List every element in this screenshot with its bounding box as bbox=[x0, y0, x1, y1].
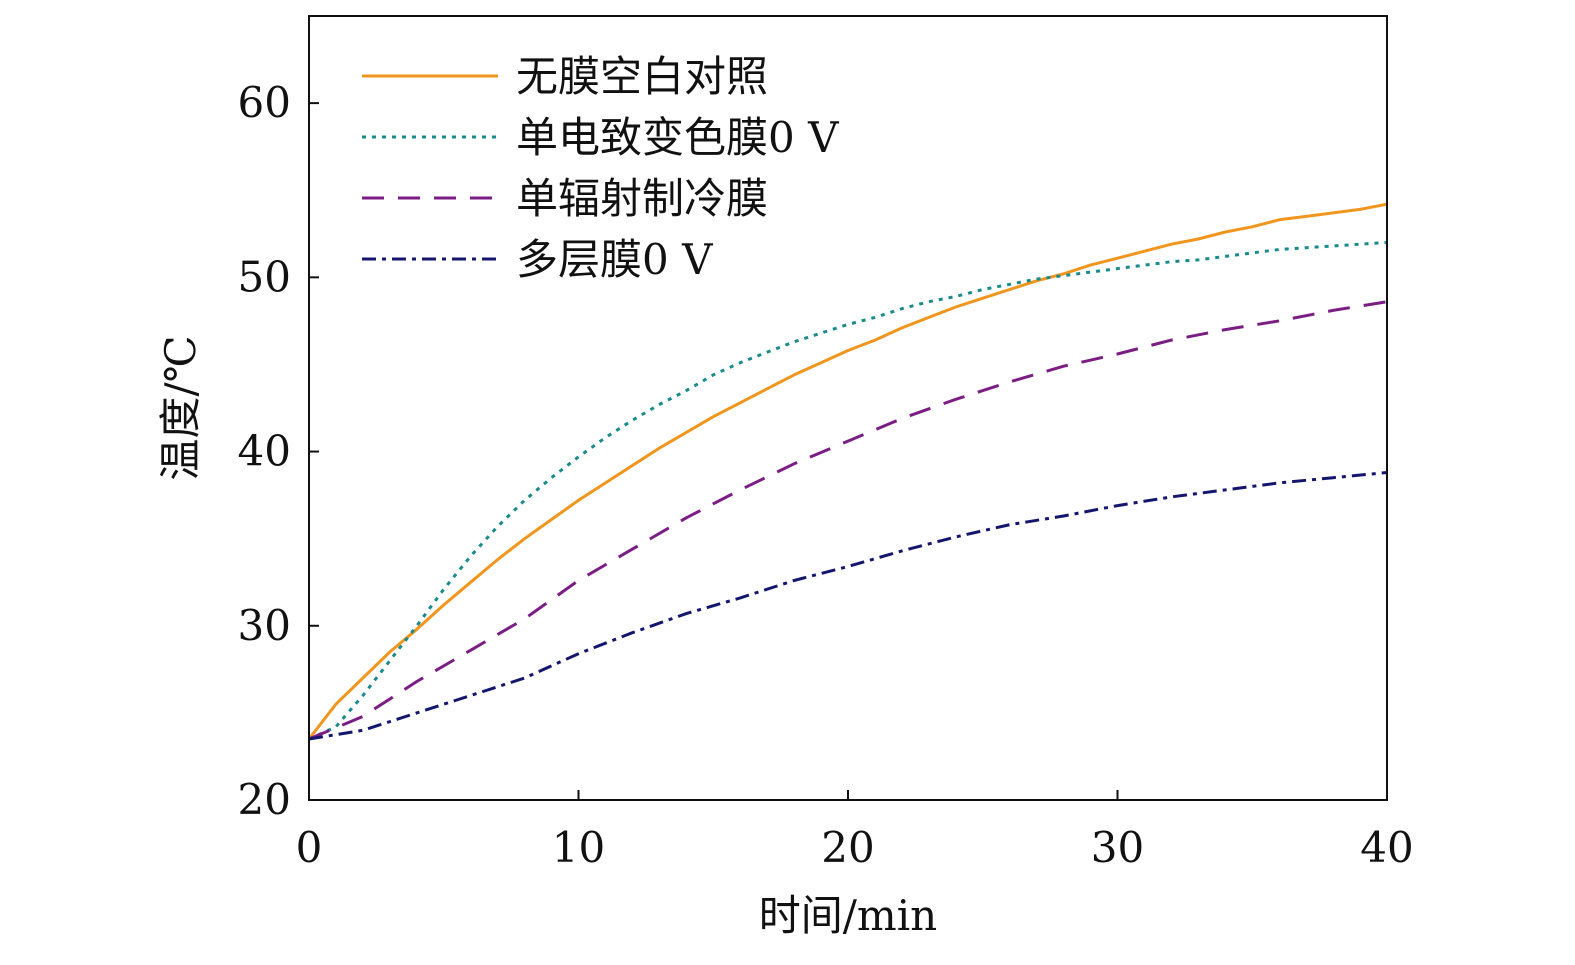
legend-label-3: 单辐射制冷膜 bbox=[516, 174, 768, 223]
series-line-2 bbox=[308, 241, 1388, 741]
y-tick-label: 30 bbox=[238, 601, 291, 650]
legend-label-2: 单电致变色膜0 V bbox=[516, 113, 839, 162]
ticks-layer: 0 10 20 30 40 20 30 40 50 60 bbox=[238, 78, 1414, 872]
y-tick-label: 20 bbox=[238, 775, 291, 824]
legend-label-4: 多层膜0 V bbox=[516, 235, 713, 284]
x-tick-label: 40 bbox=[1360, 823, 1413, 872]
y-axis-title: 温度/℃ bbox=[156, 335, 205, 480]
legend-label-1: 无膜空白对照 bbox=[516, 52, 768, 101]
x-tick-label: 10 bbox=[552, 823, 605, 872]
x-tick-label: 30 bbox=[1091, 823, 1144, 872]
x-tick-label: 0 bbox=[296, 823, 323, 872]
y-tick-label: 60 bbox=[238, 78, 291, 127]
y-tick-label: 40 bbox=[238, 427, 291, 476]
x-tick-label: 20 bbox=[821, 823, 874, 872]
series-line-3 bbox=[308, 300, 1388, 741]
x-axis-title: 时间/min bbox=[759, 891, 937, 940]
series-line-1 bbox=[307, 202, 1388, 740]
series-line-4 bbox=[308, 471, 1388, 741]
y-tick-label: 50 bbox=[238, 252, 291, 301]
series-layer bbox=[307, 202, 1388, 741]
